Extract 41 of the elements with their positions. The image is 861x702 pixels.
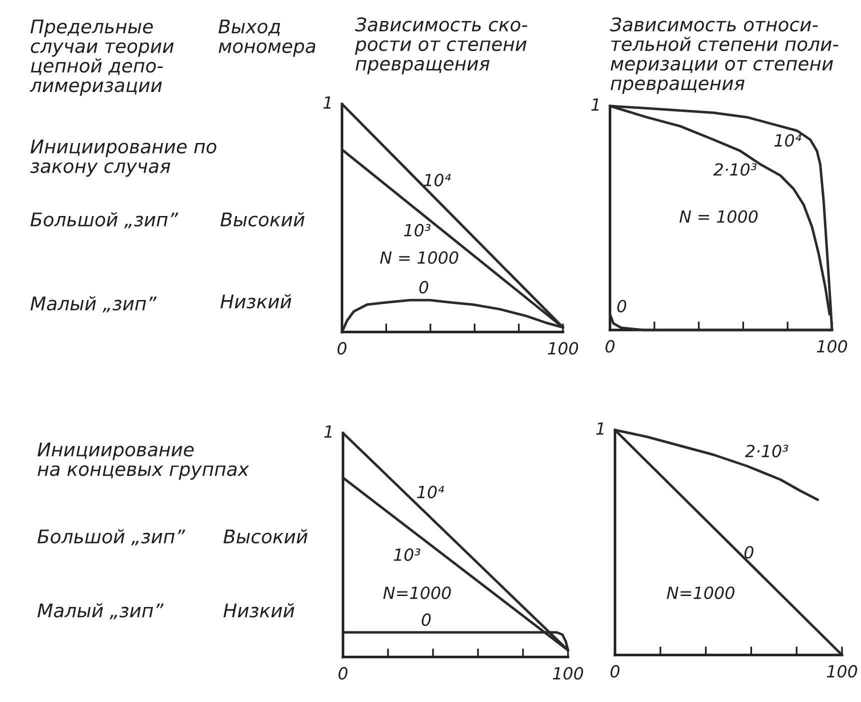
series-label: 0 [617, 300, 626, 312]
text: Инициирование по закону случая [30, 140, 216, 177]
text: Предельные случаи теории цепной депо- лимеризации [30, 20, 174, 96]
annotation: N = 1000 [380, 251, 458, 264]
series-label: 0 [744, 546, 754, 559]
text: Низкий [224, 603, 294, 618]
series-label: 2·10³ [745, 444, 788, 458]
chart-title: Зависимость относи- тельной степени поли- меризации от степени превращения [610, 17, 838, 94]
text: 1 [323, 96, 331, 109]
series-label: 10³ [394, 548, 420, 562]
text: Малый „зип” [38, 603, 164, 620]
x-tick-label: 100 [826, 665, 858, 678]
text: Выход мономера [218, 20, 316, 57]
text: Большой „зип” [30, 212, 178, 228]
text: Инициирование на концевых группах [38, 442, 250, 480]
text: Малый „зип” [30, 296, 157, 312]
series-label: 10⁴ [417, 486, 444, 498]
series-label: 10³ [404, 224, 431, 237]
text: 1 [324, 425, 332, 438]
x-tick-label: 0 [610, 665, 620, 678]
x-tick-label: 100 [816, 340, 848, 353]
annotation: N=1000 [383, 586, 451, 600]
annotation: N = 1000 [680, 210, 758, 223]
text: Большой „зип” [38, 529, 186, 546]
text: Высокий [220, 212, 304, 227]
x-tick-label: 0 [338, 667, 348, 680]
series-label: 10⁴ [774, 134, 802, 147]
x-tick-label: 100 [552, 667, 584, 680]
chart-title: Зависимость ско- рости от степени превращения [354, 17, 528, 74]
text: Высокий [224, 529, 308, 544]
x-tick-label: 0 [606, 340, 614, 353]
series-label: 0 [422, 613, 431, 626]
text: 1 [596, 422, 604, 435]
x-tick-label: 0 [338, 342, 346, 355]
series-label: 0 [419, 280, 428, 294]
text: Низкий [220, 294, 292, 309]
text: 1 [591, 98, 599, 111]
x-tick-label: 100 [548, 342, 578, 355]
series-label: 10⁴ [424, 174, 451, 186]
series-label: 2·10³ [713, 163, 757, 176]
annotation: N=1000 [666, 586, 734, 600]
